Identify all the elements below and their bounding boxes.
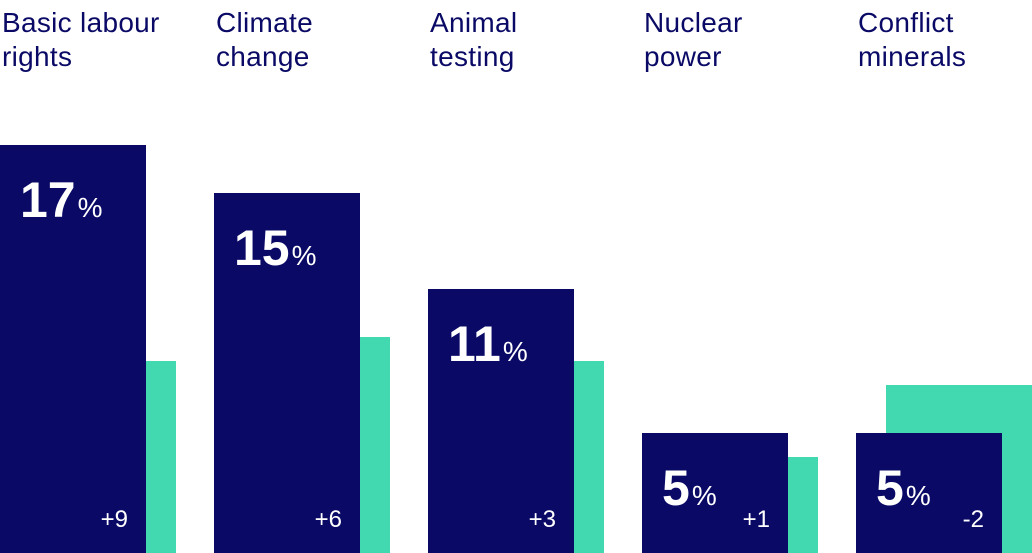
value-number: 15 — [234, 220, 290, 276]
percent-sign: % — [502, 336, 528, 367]
percent-sign: % — [691, 480, 717, 511]
value-number: 5 — [876, 460, 904, 516]
category-label-line: Climate — [216, 7, 314, 38]
current-value-bar — [214, 193, 360, 553]
category-label: Climate change — [216, 6, 416, 74]
value-label: 11% — [448, 319, 528, 377]
category-label-line: Basic labour — [2, 7, 160, 38]
percent-sign: % — [291, 240, 317, 271]
category-label-line: change — [216, 41, 310, 72]
category-label: Nuclear power — [644, 6, 844, 74]
category-label-line: testing — [430, 41, 515, 72]
percent-sign: % — [77, 192, 103, 223]
current-value-bar — [856, 433, 1002, 553]
category-label-line: rights — [2, 41, 73, 72]
value-label: 17% — [20, 175, 103, 233]
change-label: +3 — [528, 506, 556, 533]
category-label-line: minerals — [858, 41, 967, 72]
category-label-line: Animal — [430, 7, 518, 38]
change-label: +6 — [314, 506, 342, 533]
value-number: 5 — [662, 460, 690, 516]
category-label: Basic labour rights — [2, 6, 202, 74]
change-label: -2 — [962, 506, 984, 533]
current-value-bar — [642, 433, 788, 553]
change-label: +1 — [742, 506, 770, 533]
value-label: 5% — [876, 463, 931, 521]
value-number: 17 — [20, 172, 76, 228]
category-label: Conflict minerals — [858, 6, 1032, 74]
value-label: 15% — [234, 223, 317, 281]
percent-sign: % — [905, 480, 931, 511]
category-label-line: power — [644, 41, 722, 72]
category-label-line: Conflict — [858, 7, 954, 38]
value-number: 11 — [448, 316, 501, 372]
change-label: +9 — [100, 506, 128, 533]
category-label: Animal testing — [430, 6, 630, 74]
category-label-line: Nuclear — [644, 7, 743, 38]
current-value-bar — [0, 145, 146, 553]
value-label: 5% — [662, 463, 717, 521]
current-value-bar — [428, 289, 574, 553]
